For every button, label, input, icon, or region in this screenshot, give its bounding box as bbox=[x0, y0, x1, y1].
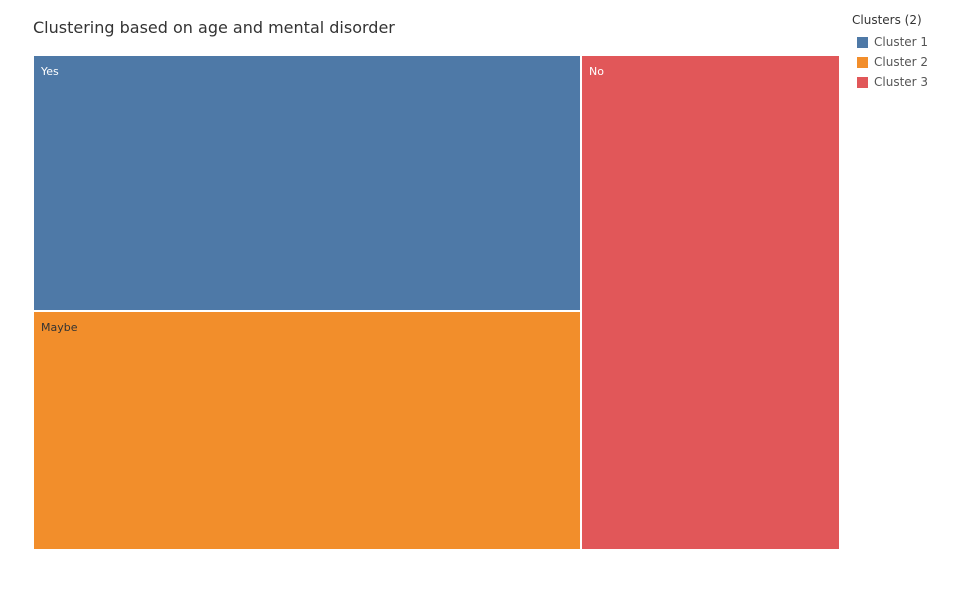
treemap-plot: Yes Maybe No bbox=[33, 55, 840, 550]
treemap-tile-yes[interactable]: Yes bbox=[33, 55, 581, 311]
legend-item[interactable]: Cluster 1 bbox=[852, 32, 952, 52]
legend-title: Clusters (2) bbox=[852, 13, 922, 27]
treemap-tile-label: Yes bbox=[41, 65, 59, 78]
treemap-tile-label: No bbox=[589, 65, 604, 78]
chart-title: Clustering based on age and mental disor… bbox=[33, 18, 395, 37]
legend-label: Cluster 2 bbox=[874, 55, 929, 69]
legend-label: Cluster 1 bbox=[874, 35, 929, 49]
treemap-tile-no[interactable]: No bbox=[581, 55, 840, 550]
treemap-tile-label: Maybe bbox=[41, 321, 78, 334]
legend-swatch bbox=[857, 56, 868, 68]
legend: Clusters (2) Cluster 1 Cluster 2 Cluster 3 bbox=[852, 13, 952, 92]
legend-item[interactable]: Cluster 2 bbox=[852, 52, 952, 72]
legend-item[interactable]: Cluster 3 bbox=[852, 72, 952, 92]
legend-swatch bbox=[857, 36, 868, 48]
legend-swatch bbox=[857, 76, 868, 88]
treemap-tile-maybe[interactable]: Maybe bbox=[33, 311, 581, 550]
legend-items: Cluster 1 Cluster 2 Cluster 3 bbox=[852, 32, 952, 92]
legend-label: Cluster 3 bbox=[874, 75, 929, 89]
